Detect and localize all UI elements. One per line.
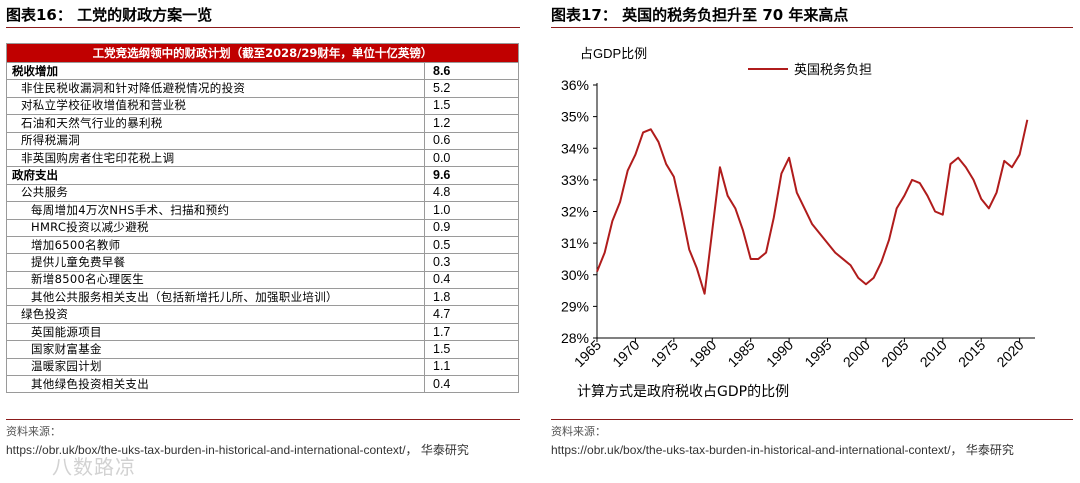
x-tick-label: 1975: [648, 337, 681, 370]
row-label: 其他公共服务相关支出（包括新增托儿所、加强职业培训）: [6, 288, 425, 307]
x-axis-note: 计算方式是政府税收占GDP的比例: [577, 384, 789, 400]
y-tick-label: 30%: [561, 267, 589, 283]
table-header-row: 工党竞选纲领中的财政计划（截至2028/29财年，单位十亿英镑）: [6, 43, 519, 63]
row-value: 1.8: [424, 288, 519, 307]
row-value: 4.7: [424, 305, 519, 324]
row-value: 0.4: [424, 375, 519, 394]
table-row: 英国能源项目 1.7: [6, 322, 519, 342]
table-row: 温暖家园计划 1.1: [6, 357, 519, 377]
row-label: HMRC投资以减少避税: [6, 218, 425, 237]
y-tick-label: 29%: [561, 298, 589, 314]
x-tick-label: 2015: [955, 337, 988, 370]
x-tick-label: 2020: [993, 337, 1026, 370]
row-label: 所得税漏洞: [6, 131, 425, 150]
right-panel-title: 图表17： 英国的税务负担升至 70 年来高点: [551, 6, 849, 24]
x-tick-label: 1995: [801, 337, 834, 370]
row-label: 国家财富基金: [6, 340, 425, 359]
watermark: 八数路凉: [52, 455, 136, 479]
row-label: 政府支出: [6, 166, 425, 185]
y-tick-label: 33%: [561, 172, 589, 188]
x-tick-label: 1970: [609, 337, 642, 370]
row-label: 税收增加: [6, 61, 425, 81]
row-label: 绿色投资: [6, 305, 425, 324]
table-row: 提供儿童免费早餐 0.3: [6, 253, 519, 272]
row-value: 8.6: [424, 61, 519, 81]
y-tick-label: 28%: [561, 330, 589, 346]
row-label: 公共服务: [6, 183, 425, 203]
x-tick-label: 2005: [878, 337, 911, 370]
legend-label: 英国税务负担: [794, 62, 872, 78]
table-row: 增加6500名教师 0.5: [6, 235, 519, 255]
table-row: HMRC投资以减少避税 0.9: [6, 218, 519, 237]
table-row: 所得税漏洞 0.6: [6, 131, 519, 150]
row-label: 提供儿童免费早餐: [6, 253, 425, 272]
y-tick-label: 32%: [561, 204, 589, 220]
table-row: 新增8500名心理医生 0.4: [6, 270, 519, 290]
row-label: 其他绿色投资相关支出: [6, 375, 425, 394]
row-label: 新增8500名心理医生: [6, 270, 425, 290]
row-label: 增加6500名教师: [6, 235, 425, 255]
row-label: 石油和天然气行业的暴利税: [6, 114, 425, 133]
table-row: 绿色投资 4.7: [6, 305, 519, 324]
row-value: 5.2: [424, 79, 519, 98]
row-label: 非英国购房者住宅印花税上调: [6, 148, 425, 168]
right-source-text: https://obr.uk/box/the-uks-tax-burden-in…: [551, 443, 1014, 457]
row-value: 1.2: [424, 114, 519, 133]
row-value: 0.5: [424, 235, 519, 255]
row-value: 0.4: [424, 270, 519, 290]
row-value: 0.0: [424, 148, 519, 168]
right-title-rule: [551, 27, 1073, 28]
y-tick-label: 31%: [561, 235, 589, 251]
fiscal-plan-table: 工党竞选纲领中的财政计划（截至2028/29财年，单位十亿英镑） 税收增加 8.6…: [6, 43, 519, 394]
table-row: 对私立学校征收增值税和营业税 1.5: [6, 96, 519, 116]
left-bottom-rule: [6, 419, 520, 420]
row-value: 1.7: [424, 322, 519, 342]
table-category-row: 税收增加 8.6: [6, 61, 519, 81]
y-tick-label: 34%: [561, 140, 589, 156]
right-source-label: 资料来源：: [551, 425, 606, 438]
x-tick-label: 1990: [763, 337, 796, 370]
row-value: 1.1: [424, 357, 519, 377]
row-value: 4.8: [424, 183, 519, 203]
row-value: 0.6: [424, 131, 519, 150]
table-row: 公共服务 4.8: [6, 183, 519, 203]
row-label: 非住民税收漏洞和针对降低避税情况的投资: [6, 79, 425, 98]
left-source-label: 资料来源：: [6, 425, 61, 438]
left-title-rule: [6, 27, 520, 28]
table-header: 工党竞选纲领中的财政计划（截至2028/29财年，单位十亿英镑）: [6, 43, 519, 63]
row-value: 1.5: [424, 340, 519, 359]
row-label: 对私立学校征收增值税和营业税: [6, 96, 425, 116]
row-label: 英国能源项目: [6, 322, 425, 342]
row-label: 每周增加4万次NHS手术、扫描和预约: [6, 201, 425, 220]
table-category-row: 政府支出 9.6: [6, 166, 519, 185]
y-tick-label: 35%: [561, 109, 589, 125]
table-row: 非英国购房者住宅印花税上调 0.0: [6, 148, 519, 168]
row-value: 0.9: [424, 218, 519, 237]
table-row: 石油和天然气行业的暴利税 1.2: [6, 114, 519, 133]
row-value: 1.5: [424, 96, 519, 116]
left-panel-title: 图表16： 工党的财政方案一览: [6, 6, 213, 24]
x-tick-label: 1980: [686, 337, 719, 370]
x-tick-label: 2000: [840, 337, 873, 370]
left-source-text: https://obr.uk/box/the-uks-tax-burden-in…: [6, 443, 469, 457]
x-tick-label: 1985: [724, 337, 757, 370]
table-row: 其他公共服务相关支出（包括新增托儿所、加强职业培训） 1.8: [6, 288, 519, 307]
row-label: 温暖家园计划: [6, 357, 425, 377]
right-bottom-rule: [551, 419, 1073, 420]
table-row: 国家财富基金 1.5: [6, 340, 519, 359]
series-line-0: [596, 119, 1029, 295]
y-axis-label: 占GDP比例: [580, 46, 647, 61]
y-tick-label: 36%: [561, 77, 589, 93]
table-row: 其他绿色投资相关支出 0.4: [6, 375, 519, 394]
row-value: 0.3: [424, 253, 519, 272]
row-value: 1.0: [424, 201, 519, 220]
x-tick-label: 2010: [917, 337, 950, 370]
table-row: 非住民税收漏洞和针对降低避税情况的投资 5.2: [6, 79, 519, 98]
row-value: 9.6: [424, 166, 519, 185]
table-row: 每周增加4万次NHS手术、扫描和预约 1.0: [6, 201, 519, 220]
